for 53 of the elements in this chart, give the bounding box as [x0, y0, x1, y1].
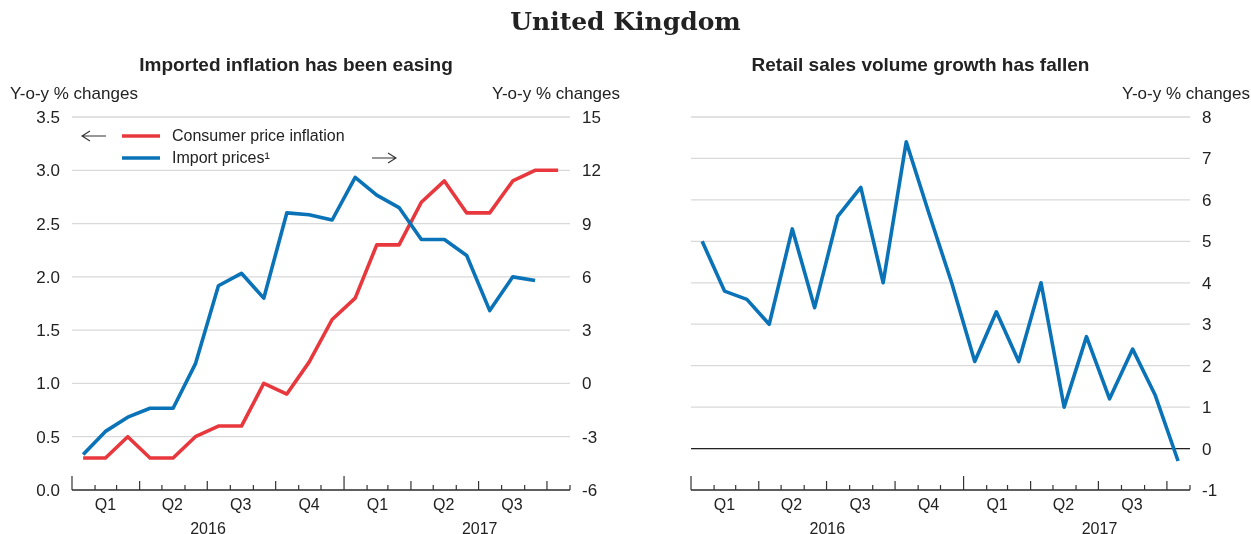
y2-tick-label: 3: [1202, 315, 1212, 335]
legend-label: Consumer price inflation: [172, 127, 345, 144]
y-tick-label: 3.0: [36, 161, 60, 181]
y2-tick-label: 0: [582, 374, 592, 394]
text: 2016: [809, 520, 846, 534]
y2-tick-label: -1: [1202, 480, 1218, 500]
y2-tick-label: 5: [1202, 232, 1212, 252]
line-series: [700, 140, 1180, 463]
x-tick-label: Q1: [366, 496, 389, 513]
y2-axis-title: Y-o-y % changes: [1122, 84, 1250, 103]
x-tick-label: Q4: [917, 496, 940, 513]
y2-tick-label: -3: [582, 427, 598, 447]
chart-subtitle: Imported inflation has been easing: [139, 54, 453, 75]
text: 2016: [190, 520, 226, 534]
x-tick-label: Q3: [230, 496, 252, 513]
y-tick-label: 3.5: [36, 107, 60, 127]
y-tick-label: 0.5: [36, 427, 60, 447]
y2-tick-label: 15: [582, 107, 601, 127]
x-tick-label: Q2: [161, 496, 184, 513]
y-axis-title: Y-o-y % changes: [10, 84, 138, 103]
y2-tick-label: 3: [582, 321, 592, 341]
x-tick-label: Q3: [849, 496, 871, 513]
y-tick-label: 0.0: [36, 480, 60, 500]
y2-tick-label: 12: [582, 161, 601, 181]
text: 2017: [1081, 520, 1118, 534]
y2-axis-title: Y-o-y % changes: [492, 84, 620, 103]
y-tick-label: 1.5: [36, 321, 60, 341]
y2-tick-label: 6: [582, 267, 592, 287]
y2-tick-label: -6: [582, 480, 598, 500]
y-tick-label: 1.0: [36, 374, 60, 394]
y-tick-label: 2.5: [36, 214, 60, 234]
x-tick-label: Q1: [713, 496, 736, 513]
text: 2017: [461, 520, 498, 534]
x-tick-label: Q3: [1121, 496, 1143, 513]
y2-tick-label: 0: [1202, 439, 1212, 459]
x-tick-label: Q4: [298, 496, 320, 513]
y2-tick-label: 4: [1202, 273, 1212, 293]
legend-label: Import prices¹: [172, 149, 270, 166]
y2-tick-label: 6: [1202, 190, 1212, 210]
y-tick-label: 2.0: [36, 267, 60, 287]
text: United Kingdom: [510, 7, 741, 36]
y2-tick-label: 2: [1202, 356, 1212, 376]
x-tick-label: Q2: [1052, 496, 1075, 513]
y2-tick-label: 1: [1202, 398, 1212, 418]
x-tick-label: Q3: [501, 496, 523, 513]
x-tick-label: Q2: [780, 496, 803, 513]
x-tick-label: Q2: [432, 496, 455, 513]
y2-tick-label: 9: [582, 214, 592, 234]
chart-subtitle: Retail sales volume growth has fallen: [751, 54, 1090, 75]
y2-tick-label: 8: [1202, 107, 1212, 127]
y2-tick-label: 7: [1202, 149, 1212, 169]
x-tick-label: Q1: [94, 496, 117, 513]
x-tick-label: Q1: [986, 496, 1008, 513]
